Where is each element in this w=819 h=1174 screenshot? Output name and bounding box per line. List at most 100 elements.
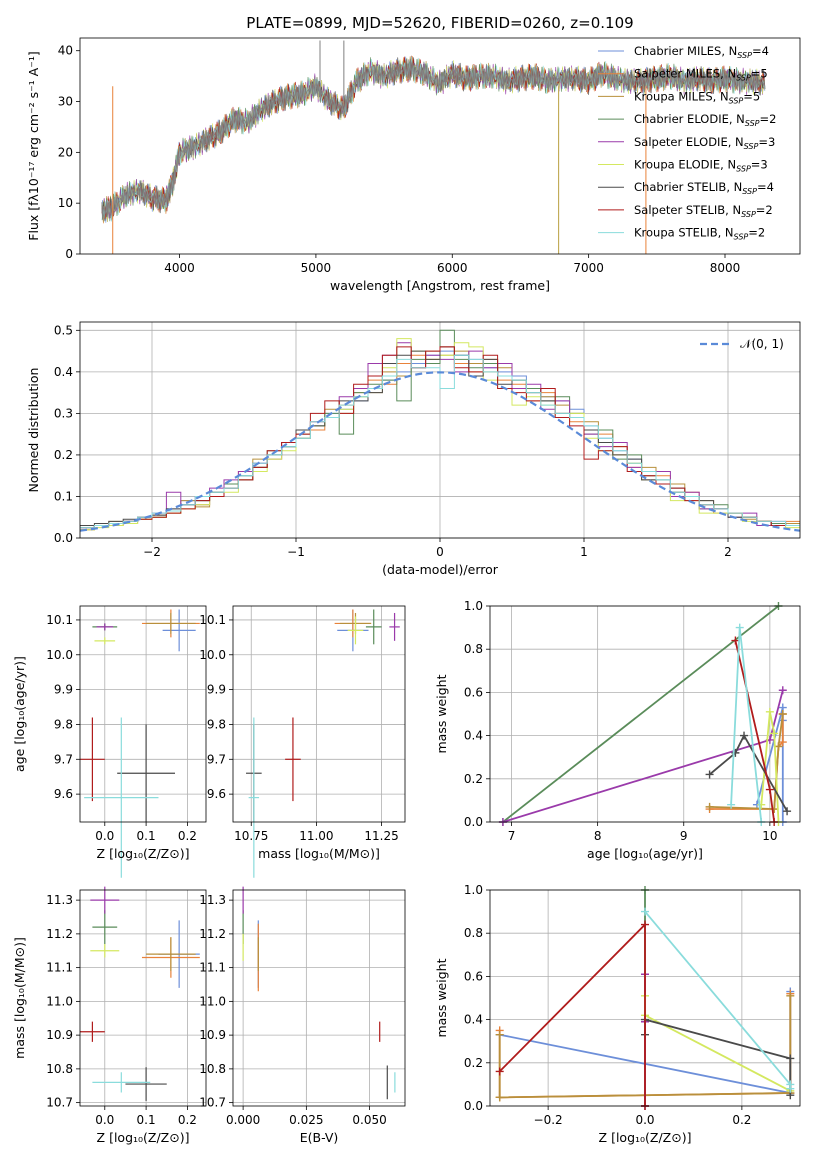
- x-tick-label: 0.2: [178, 829, 197, 843]
- plot-area: [498, 602, 792, 826]
- y-tick-label: 9.9: [207, 683, 226, 697]
- y-tick-label: 9.8: [207, 717, 226, 731]
- x-tick-label: 7000: [573, 261, 604, 275]
- y-tick-label: 10.7: [46, 1096, 73, 1110]
- y-axis-label: age [log₁₀(age/yr)]: [12, 656, 27, 772]
- errorbar-point: [80, 717, 105, 802]
- x-axis-label: (data-model)/error: [382, 562, 499, 577]
- weight-line: [709, 713, 784, 810]
- x-tick-label: 4000: [164, 261, 195, 275]
- x-tick-label: 1: [580, 545, 588, 559]
- x-tick-label: 0.050: [352, 1113, 386, 1127]
- axes-frame: [232, 605, 406, 823]
- errorbar-point: [285, 717, 301, 802]
- weight-marker: [727, 800, 736, 809]
- axes-frame: [79, 889, 207, 1107]
- x-axis-label: Z [log₁₀(Z/Z⊙)]: [599, 1130, 692, 1145]
- weight-marker: [770, 729, 779, 738]
- x-tick-label: 8000: [710, 261, 741, 275]
- weight-marker: [705, 802, 714, 811]
- weight-marker: [495, 1030, 504, 1039]
- y-tick-label: 10.9: [46, 1028, 73, 1042]
- x-axis-label: Z [log₁₀(Z/Z⊙)]: [97, 1130, 190, 1145]
- legend-label: Salpeter STELIB, NSSP=2: [634, 203, 773, 219]
- y-tick-label: 0.0: [54, 531, 73, 545]
- panel-mass_weight_vs_Z: −0.2 0.0 0.2 0.0 0.2 0.4 0.6 0.8 1.0 Z [log₁₀(Z/Z…: [434, 883, 801, 1145]
- plot-area: [80, 609, 200, 878]
- legend-label: Chabrier STELIB, NSSP=4: [634, 180, 774, 196]
- y-tick-label: 0: [65, 247, 73, 261]
- x-tick-label: 0.1: [137, 1113, 156, 1127]
- x-tick-label: 0.0: [95, 1113, 114, 1127]
- y-tick-label: 1.0: [464, 599, 483, 613]
- legend-label: Chabrier ELODIE, NSSP=2: [634, 112, 776, 128]
- y-axis-label: mass [log₁₀(M/M⊙)]: [12, 937, 27, 1059]
- panel-spectrum: 4000 5000 6000 7000 8000 0 10 20 30 40 wavelength …: [26, 37, 801, 293]
- x-tick-label: 8: [594, 829, 602, 843]
- weight-marker: [786, 991, 795, 1000]
- y-tick-label: 10.8: [199, 1062, 226, 1076]
- errorbar-point: [365, 609, 382, 645]
- weight-marker: [735, 623, 744, 632]
- histogram-series: [80, 346, 800, 531]
- x-tick-label: 6000: [437, 261, 468, 275]
- y-tick-label: 0.8: [464, 642, 483, 656]
- y-tick-label: 9.6: [207, 787, 226, 801]
- y-tick-label: 10.1: [46, 613, 73, 627]
- y-tick-label: 0.2: [464, 1056, 483, 1070]
- plot-area: [101, 40, 766, 254]
- errorbar-point: [94, 637, 116, 645]
- y-tick-label: 0.2: [54, 448, 73, 462]
- errorbar-point: [92, 910, 118, 944]
- weight-line: [644, 911, 792, 1089]
- x-axis-label: age [log₁₀(age/yr)]: [587, 846, 703, 861]
- y-tick-label: 0.6: [464, 685, 483, 699]
- x-tick-label: 11.00: [299, 829, 333, 843]
- weight-marker: [786, 1084, 795, 1093]
- axes-frame: [79, 37, 801, 255]
- plot-area: [246, 609, 400, 878]
- x-tick-label: −2: [143, 545, 161, 559]
- errorbar-point: [347, 616, 364, 645]
- panel-mass_weight_vs_age: 7 8 9 10 0.0 0.2 0.4 0.6 0.8 1.0 age [log₁₀(age/yr…: [434, 599, 801, 861]
- errorbar-point: [92, 1072, 151, 1093]
- weight-marker: [765, 785, 774, 794]
- x-tick-label: 0.2: [732, 1113, 751, 1127]
- y-tick-label: 0.8: [464, 926, 483, 940]
- grid: [80, 606, 206, 822]
- y-tick-label: 20: [58, 145, 73, 159]
- x-axis-label: mass [log₁₀(M/M⊙)]: [258, 846, 380, 861]
- x-tick-label: 10.75: [234, 829, 268, 843]
- errorbar-point: [117, 724, 176, 822]
- y-tick-label: 0.5: [54, 323, 73, 337]
- grid: [233, 606, 405, 822]
- y-tick-label: 40: [58, 44, 73, 58]
- x-tick-label: 0.0: [635, 1113, 654, 1127]
- plot-area: [80, 886, 200, 1101]
- y-tick-label: 9.8: [54, 717, 73, 731]
- y-tick-label: 10.0: [46, 648, 73, 662]
- panel-mass_vs_EBV: 0.000 0.025 0.050 10.7 10.8 10.9 11.0 11.1 11.2 1…: [199, 886, 406, 1145]
- y-tick-label: 10.7: [199, 1096, 226, 1110]
- y-tick-label: 0.6: [464, 969, 483, 983]
- y-axis-label: Normed distribution: [26, 368, 41, 493]
- y-tick-label: 11.1: [46, 961, 73, 975]
- y-axis-label: Flux [fλ10⁻¹⁷ erg cm⁻² s⁻¹ A⁻¹]: [26, 51, 41, 240]
- y-tick-label: 9.6: [54, 787, 73, 801]
- panel-residual_histogram: −2 −1 0 1 2 0.0 0.1 0.2 0.3 0.4 0.5 (data-model)/er…: [26, 321, 801, 577]
- y-tick-label: 11.2: [46, 927, 73, 941]
- x-tick-label: 0.000: [226, 1113, 260, 1127]
- weight-line: [709, 714, 784, 810]
- weight-marker: [774, 742, 783, 751]
- y-tick-label: 0.0: [464, 815, 483, 829]
- legend: Chabrier MILES, NSSP=4 Salpeter MILES, NS…: [598, 44, 776, 242]
- axes-frame: [79, 321, 801, 539]
- x-axis-label: Z [log₁₀(Z/Z⊙)]: [97, 846, 190, 861]
- y-axis-label: mass weight: [434, 674, 449, 753]
- y-tick-label: 10.8: [46, 1062, 73, 1076]
- weight-marker: [778, 738, 787, 747]
- x-tick-label: 10: [762, 829, 777, 843]
- axes-frame: [79, 605, 207, 823]
- x-tick-label: −0.2: [534, 1113, 563, 1127]
